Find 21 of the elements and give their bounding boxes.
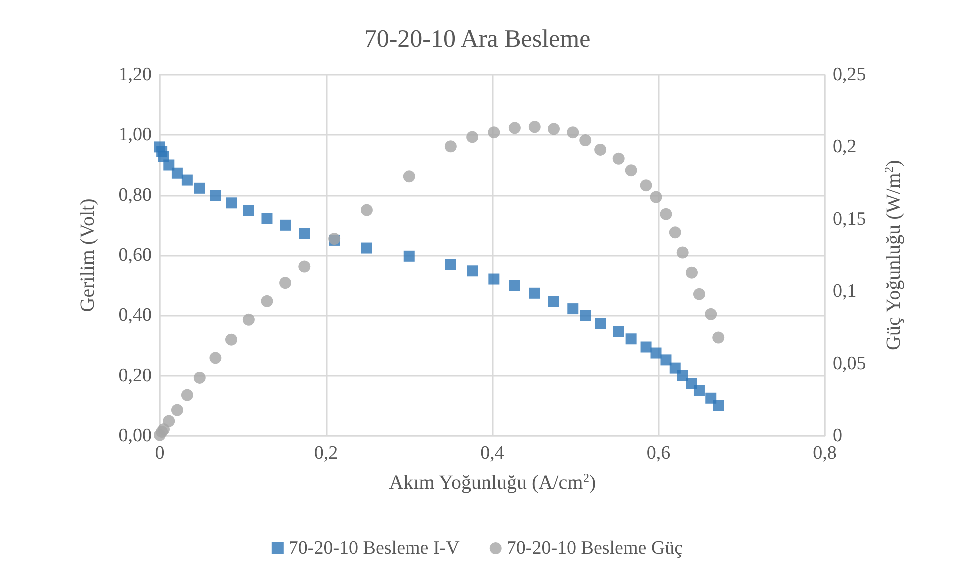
y2-tick-label: 0,15 — [833, 208, 866, 230]
legend-label: 70-20-10 Besleme I-V — [288, 538, 460, 559]
x-tick-label: 0,4 — [480, 443, 505, 464]
y-axis-title: Gerilim (Volt) — [77, 198, 99, 312]
x-tick-label: 0 — [155, 443, 165, 464]
y2-axis-title: Güç Yoğunluğu (W/m2) — [882, 160, 905, 350]
y-tick-label: 1,20 — [118, 64, 152, 86]
x-tick-label: 0,2 — [314, 443, 338, 464]
y2-tick-label: 0,25 — [833, 64, 866, 86]
y-tick-label: 0,60 — [118, 245, 152, 266]
x-tick-label: 0,6 — [646, 443, 671, 464]
y-tick-label: 0,00 — [118, 426, 152, 446]
y2-tick-label: 0,1 — [833, 281, 857, 302]
y-tick-label: 0,80 — [118, 184, 152, 206]
y-tick-label: 0,20 — [118, 365, 152, 386]
legend-label: 70-20-10 Besleme Güç — [506, 538, 684, 559]
y-tick-label: 1,00 — [118, 124, 152, 146]
chart-title: 70-20-10 Ara Besleme — [364, 26, 591, 53]
y2-tick-label: 0,05 — [833, 353, 866, 374]
y2-tick-label: 0,2 — [833, 136, 857, 158]
y-tick-label: 0,40 — [118, 305, 152, 326]
